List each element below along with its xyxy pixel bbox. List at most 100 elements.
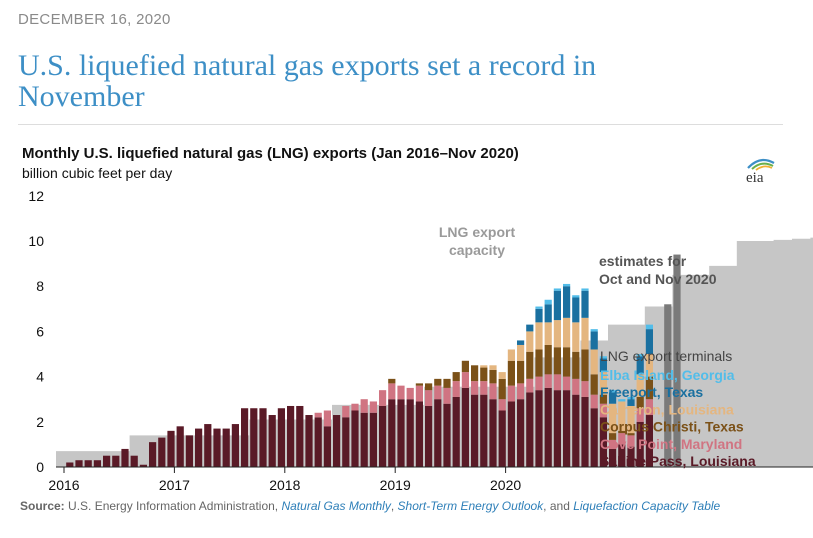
bar-cove [489,383,497,400]
bar-corpus [517,360,525,384]
bar-sabine [204,424,212,467]
source-note: Source: U.S. Energy Information Administ… [20,499,800,513]
legend-corpus: Corpus Christi, Texas [600,419,744,435]
bar-sabine [351,410,359,467]
bar-sabine [609,448,617,467]
bar-elba [645,324,653,330]
bar-corpus [425,383,433,391]
bar-elba [636,354,644,357]
bar-sabine [84,460,92,467]
bar-cove [360,399,368,413]
bar-sabine [517,399,525,467]
estimate-label: Oct and Nov 2020 [599,271,717,287]
divider [18,124,783,125]
bar-corpus [452,372,460,382]
bar-sabine [93,460,101,467]
export-bars [66,254,681,467]
bar-elba [563,283,571,287]
bar-sabine [415,401,423,467]
bar-sabine [75,460,83,467]
bar-corpus [590,374,598,395]
bar-cove [323,410,331,427]
bar-cove [609,439,617,449]
bar-elba [618,399,626,402]
bar-cove [351,403,359,411]
bar-freeport [609,392,617,404]
y-tick-label: 0 [36,459,44,475]
eia-logo-arc-1 [747,158,775,169]
legend-title: LNG export terminals [600,348,732,364]
bar-cove [517,383,525,400]
bar-corpus [572,351,580,379]
capacity-label: capacity [449,242,505,258]
bar-freeport [563,286,571,318]
bar-elba [609,390,617,393]
bar-cameron [581,317,589,350]
article-headline[interactable]: U.S. liquefied natural gas exports set a… [18,49,597,113]
bar-cove [342,405,350,418]
bar-sabine [342,417,350,467]
link-natural-gas-monthly[interactable]: Natural Gas Monthly [281,499,391,513]
bar-cameron [553,320,561,348]
bar-sabine [397,399,405,467]
bar-elba [599,356,607,359]
bar-freeport [627,399,635,406]
link-liquefaction-capacity-table[interactable]: Liquefaction Capacity Table [573,499,721,513]
bar-sabine [121,448,129,467]
bar-corpus [599,394,607,404]
bar-freeport [645,329,653,354]
eia-logo[interactable]: eia [740,155,780,183]
bar-cove [461,372,469,388]
legend-cameron: Cameron, Louisiana [600,401,734,417]
bar-cameron [627,405,635,434]
bar-cameron [590,349,598,375]
bar-corpus [535,349,543,377]
bar-cove [636,408,644,422]
bar-cameron [599,372,607,395]
bar-corpus [563,347,571,377]
bar-sabine [645,415,653,467]
link-short-term-energy-outlook[interactable]: Short-Term Energy Outlook [397,499,544,513]
bar-sabine [507,401,515,467]
bar-cove [452,381,460,397]
bar-cove [535,376,543,391]
bar-elba [590,329,598,332]
bar-sabine [388,399,396,467]
bar-freeport [544,304,552,323]
bar-corpus [645,376,653,400]
bar-sabine [103,455,111,467]
bar-elba [544,299,552,305]
bar-freeport [517,340,525,345]
bar-cove [581,381,589,397]
bar-sabine [553,390,561,467]
bar-corpus [415,383,423,386]
source-separator: , [390,499,395,513]
bar-sabine [572,394,580,467]
source-text-2: , and [543,499,570,513]
bar-cameron [489,365,497,370]
bar-freeport [572,297,580,323]
bar-cove [645,399,653,416]
bar-cove [406,387,414,400]
bar-cameron [480,365,488,368]
bar-corpus [471,365,479,382]
bar-elba [627,396,635,400]
bar-cove [471,381,479,395]
bar-sabine [563,390,571,467]
bar-corpus [489,369,497,384]
bar-sabine [599,417,607,467]
bar-corpus [507,360,515,386]
bar-sabine [581,396,589,467]
bar-sabine [158,437,166,467]
bar-cameron [498,372,506,379]
bar-sabine [618,444,626,467]
bar-corpus [498,378,506,400]
bar-sabine [498,410,506,467]
bar-cameron [526,331,534,352]
bar-corpus [443,378,451,388]
bar-sabine [167,430,175,467]
bar-sabine [296,405,304,467]
bar-freeport [581,290,589,318]
bar-sabine [379,405,387,467]
bar-elba [535,306,543,309]
